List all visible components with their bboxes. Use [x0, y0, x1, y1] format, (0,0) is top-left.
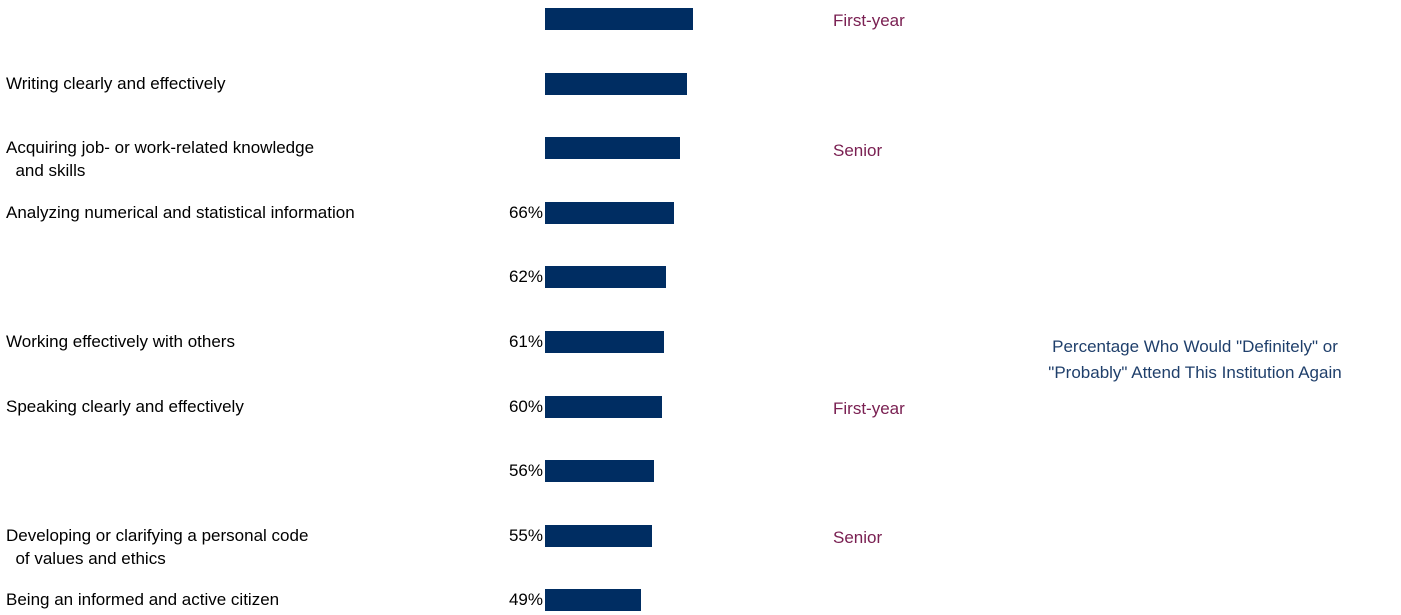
category-label: Developing or clarifying a personal code…: [6, 526, 309, 568]
legend-label-first-year: First-year: [833, 11, 905, 30]
bar: [545, 202, 674, 224]
category-label: Acquiring job- or work-related knowledge…: [6, 138, 315, 180]
bar-value-label: 55%: [508, 526, 543, 545]
bar: [545, 73, 687, 95]
chart-caption: Percentage Who Would "Definitely" or "Pr…: [995, 334, 1395, 386]
bar-value-label: 66%: [508, 203, 543, 222]
category-label: Working effectively with others: [6, 332, 235, 351]
bar-value-label: 49%: [508, 590, 543, 609]
bar: [545, 8, 693, 30]
category-label: Speaking clearly and effectively: [6, 397, 244, 416]
bar: [545, 460, 654, 482]
legend-label-senior: Senior: [833, 528, 883, 547]
category-label: Being an informed and active citizen: [6, 590, 280, 609]
bar-value-label: 61%: [508, 332, 543, 351]
bar: [545, 396, 662, 418]
bar-value-label: 62%: [508, 267, 543, 286]
bar: [545, 589, 641, 611]
bar: [545, 525, 652, 547]
caption-line-1: Percentage Who Would "Definitely" or: [1052, 337, 1338, 356]
legend-label-senior: Senior: [833, 141, 883, 160]
bar: [545, 331, 664, 353]
bar-value-label: 56%: [508, 461, 543, 480]
category-label: Writing clearly and effectively: [6, 74, 226, 93]
legend-label-first-year: First-year: [833, 399, 905, 418]
bar: [545, 266, 666, 288]
bar: [545, 137, 680, 159]
caption-line-2: "Probably" Attend This Institution Again: [1048, 363, 1342, 382]
category-label: Analyzing numerical and statistical info…: [6, 203, 355, 222]
bar-value-label: 60%: [508, 397, 543, 416]
